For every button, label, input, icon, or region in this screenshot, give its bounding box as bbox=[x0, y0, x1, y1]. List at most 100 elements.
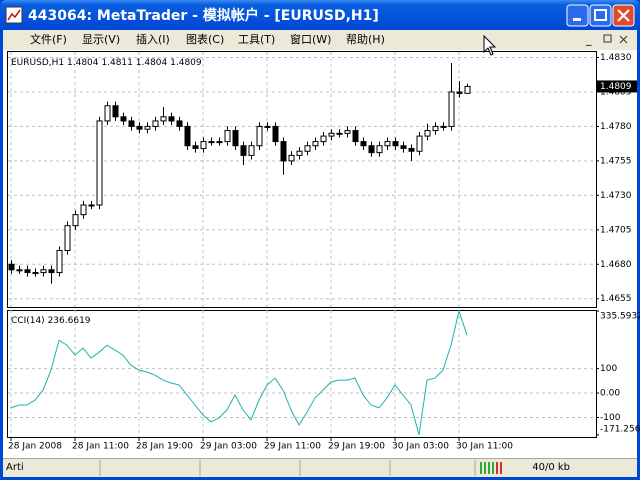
candle-body bbox=[216, 141, 223, 144]
title-bar bbox=[0, 0, 640, 30]
traffic-icon bbox=[480, 462, 502, 474]
y-tick-label: 1.4680 bbox=[600, 260, 632, 270]
candle-body bbox=[176, 120, 183, 127]
menu-item[interactable]: 图表(C) bbox=[186, 32, 224, 46]
y-tick-label: 0.00 bbox=[600, 389, 620, 399]
y-tick-label: 100 bbox=[600, 364, 617, 374]
candle-body bbox=[192, 145, 199, 149]
y-tick-label: -100 bbox=[600, 413, 621, 423]
cci-line bbox=[10, 309, 468, 436]
candle-body bbox=[376, 145, 383, 154]
y-tick-label: 1.4755 bbox=[600, 156, 632, 166]
candle-body bbox=[312, 141, 319, 147]
candle-body bbox=[272, 125, 279, 143]
x-tick-label: 30 Jan 11:00 bbox=[456, 442, 513, 452]
candle-body bbox=[368, 145, 375, 154]
status-bar bbox=[3, 458, 637, 477]
candle-body bbox=[48, 269, 55, 274]
candle-body bbox=[288, 154, 295, 162]
candle-body bbox=[280, 141, 287, 162]
candle-body bbox=[120, 116, 127, 122]
candle-body bbox=[144, 125, 151, 130]
candle-body bbox=[264, 125, 271, 128]
symbol: EURUSD,H1 bbox=[11, 58, 64, 68]
status-separators bbox=[99, 460, 476, 476]
status-traffic: 40/0 kb bbox=[532, 462, 570, 473]
menu-item[interactable]: 帮助(H) bbox=[346, 32, 385, 46]
candle-body bbox=[152, 120, 159, 127]
x-tick-label: 28 Jan 19:00 bbox=[136, 442, 193, 452]
candle-body bbox=[32, 272, 39, 275]
candle-body bbox=[400, 145, 407, 149]
candle-body bbox=[256, 125, 263, 147]
current-price-box bbox=[597, 80, 637, 93]
candle-body bbox=[424, 130, 431, 137]
window-title: 443064: MetaTrader - 模拟帐户 - [EURUSD,H1] bbox=[28, 7, 379, 24]
candle-body bbox=[56, 249, 63, 274]
menu-item[interactable]: 窗口(W) bbox=[290, 32, 331, 46]
chart-window bbox=[3, 50, 637, 458]
menu-item[interactable]: 工具(T) bbox=[238, 33, 275, 46]
candle-body bbox=[360, 141, 367, 147]
candle-body bbox=[248, 145, 255, 156]
candle-body bbox=[392, 141, 399, 147]
candle-body bbox=[408, 147, 415, 152]
price-header: EURUSD,H1 1.4804 1.4811 1.4804 1.4809 bbox=[11, 58, 202, 68]
plot: 1.4830 1.4805 1.4780 1.4755 1.4730 1.4705 1.46… bbox=[8, 52, 640, 452]
candle-body bbox=[16, 269, 23, 272]
y-tick-label: 1.4780 bbox=[600, 122, 632, 132]
candle-body bbox=[456, 91, 463, 94]
candle-body bbox=[440, 125, 447, 128]
bar-open: 1.4804 bbox=[67, 58, 99, 68]
menu-item[interactable]: 显示(V) bbox=[82, 33, 120, 46]
bar-close: 1.4809 bbox=[170, 58, 202, 68]
candle-body bbox=[80, 204, 87, 216]
y-tick-label: 335.5932 bbox=[600, 312, 640, 322]
candle-body bbox=[72, 214, 79, 227]
mdi-minimize[interactable]: _ bbox=[585, 33, 592, 46]
menu-item[interactable]: 文件(F) bbox=[30, 32, 67, 46]
candle-body bbox=[416, 135, 423, 152]
candle-body bbox=[232, 130, 239, 147]
mdi-close[interactable] bbox=[619, 35, 628, 44]
candle-body bbox=[40, 269, 47, 274]
candle-body bbox=[104, 105, 111, 122]
candle-body bbox=[88, 204, 95, 207]
candle-body bbox=[240, 145, 247, 156]
y-tick-label: 1.4805 bbox=[600, 87, 632, 97]
candle-body bbox=[448, 91, 455, 127]
menu-bar bbox=[3, 30, 637, 50]
maximize-button[interactable] bbox=[589, 4, 612, 27]
candle-body bbox=[432, 125, 439, 132]
mdi-restore[interactable] bbox=[603, 34, 612, 43]
candle-body bbox=[160, 116, 167, 122]
current-price-label: 1.4809 bbox=[600, 82, 632, 92]
y-tick-label: 1.4730 bbox=[600, 191, 632, 201]
candle-body bbox=[64, 225, 71, 251]
x-tick-label: 29 Jan 19:00 bbox=[328, 442, 385, 452]
y-tick-label: 1.4705 bbox=[600, 225, 632, 235]
candle-body bbox=[328, 132, 335, 137]
candle-body bbox=[112, 105, 119, 118]
candle-body bbox=[296, 150, 303, 156]
minimize-button[interactable] bbox=[566, 4, 589, 27]
candle-body bbox=[24, 269, 31, 274]
candle-body bbox=[208, 141, 215, 144]
y-tick-label: 1.4830 bbox=[600, 53, 632, 63]
candle-body bbox=[464, 85, 471, 94]
indicator-name: CCI(14) bbox=[11, 316, 45, 326]
candle-body bbox=[8, 263, 15, 271]
candle-body bbox=[184, 125, 191, 147]
candle-body bbox=[384, 141, 391, 147]
candle-body bbox=[224, 130, 231, 143]
y-tick-label: -171.256 bbox=[600, 425, 640, 435]
candle-body bbox=[320, 135, 327, 143]
candle-body bbox=[136, 125, 143, 130]
bar-low: 1.4804 bbox=[136, 58, 168, 68]
y-tick-label: 1.4655 bbox=[600, 294, 632, 304]
mouse-cursor bbox=[483, 34, 497, 56]
x-tick-label: 28 Jan 2008 bbox=[8, 442, 62, 452]
cci-panel bbox=[7, 310, 597, 438]
menu-item[interactable]: 插入(I) bbox=[136, 32, 170, 46]
